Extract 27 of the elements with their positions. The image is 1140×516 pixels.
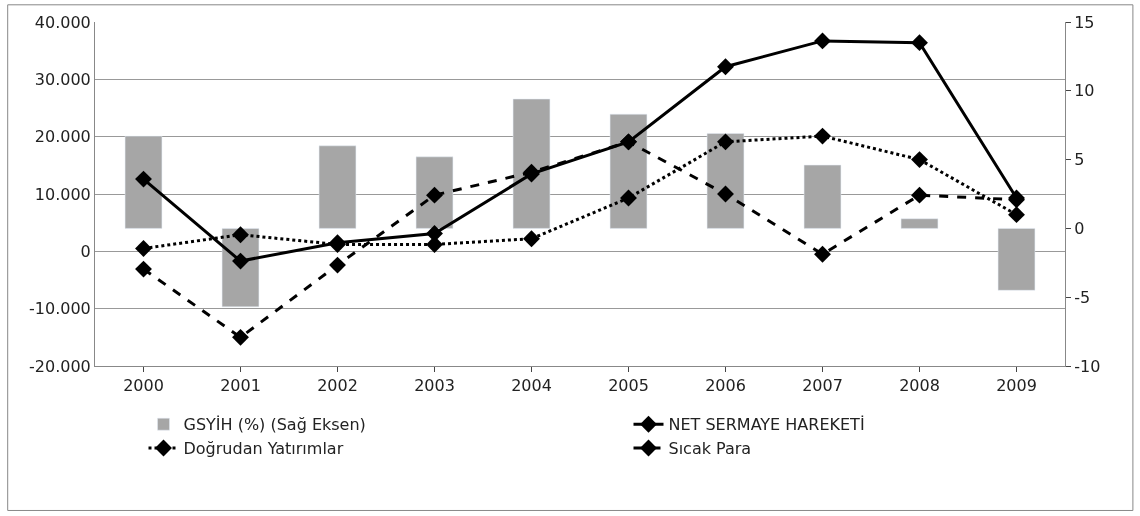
y2-tick-label: 15 <box>1074 12 1095 32</box>
y-tick-label: 40.000 <box>34 12 91 32</box>
y2-tick-label: -5 <box>1074 287 1091 307</box>
legend-label: GSYİH (%) (Sağ Eksen) <box>183 415 366 435</box>
y-tick-label: -10.000 <box>29 299 91 319</box>
x-tick-label: 2007 <box>802 376 843 396</box>
y-tick-label: 10.000 <box>34 184 91 204</box>
x-tick-label: 2001 <box>220 376 261 396</box>
x-tick-label: 2005 <box>608 376 649 396</box>
y2-tick-label: -10 <box>1074 356 1101 376</box>
y-tick-label: 20.000 <box>34 127 91 147</box>
x-tick-label: 2009 <box>996 376 1037 396</box>
y2-tick-label: 10 <box>1074 81 1095 101</box>
x-tick-label: 2002 <box>317 376 358 396</box>
y-tick-label: 30.000 <box>34 69 91 89</box>
x-tick-label: 2004 <box>511 376 552 396</box>
x-tick-label: 2006 <box>705 376 746 396</box>
x-tick-label: 2008 <box>899 376 940 396</box>
x-tick-label: 2003 <box>414 376 455 396</box>
y2-tick-label: 5 <box>1074 150 1085 170</box>
legend-label: Sıcak Para <box>668 439 752 459</box>
y-tick-label: 0 <box>80 241 91 261</box>
x-tick-label: 2000 <box>123 376 164 396</box>
y-tick-label: -20.000 <box>29 356 91 376</box>
legend-label: Doğrudan Yatırımlar <box>183 439 344 459</box>
legend-label: NET SERMAYE HAREKETİ <box>668 415 865 435</box>
y2-tick-label: 0 <box>1074 219 1085 238</box>
